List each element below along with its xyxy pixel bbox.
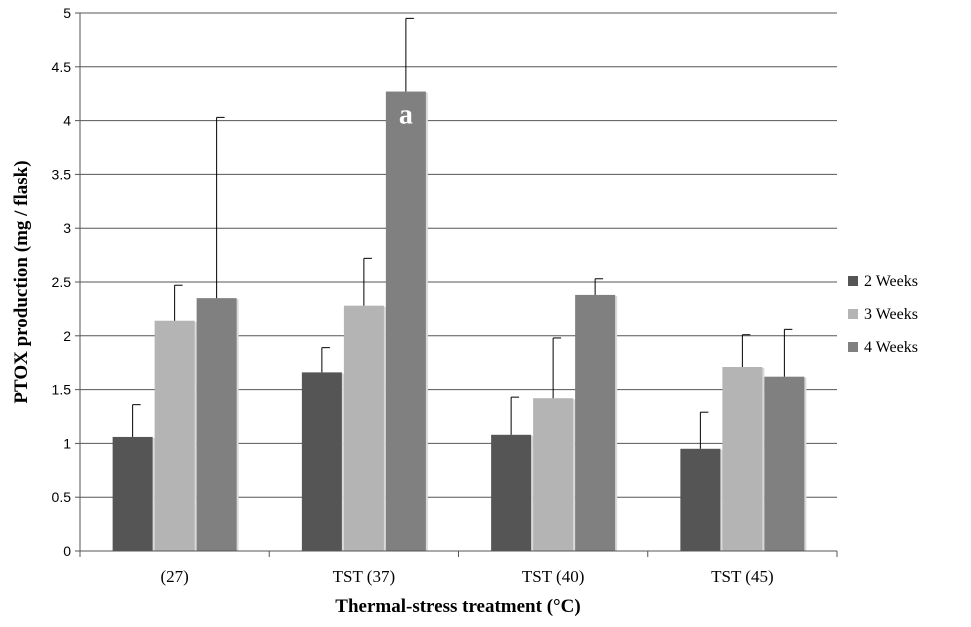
y-tick-label: 5 xyxy=(63,5,71,21)
x-category-label: (27) xyxy=(160,567,188,586)
x-category-labels: (27) TST (37) TST (40) TST (45) xyxy=(160,567,773,586)
bar xyxy=(154,320,195,551)
y-tick-label: 0.5 xyxy=(52,489,72,505)
x-category-label: TST (40) xyxy=(522,567,585,586)
x-category-label: TST (45) xyxy=(711,567,774,586)
bar xyxy=(764,376,805,551)
legend: 2 Weeks 3 Weeks 4 Weeks xyxy=(848,273,918,356)
bar xyxy=(491,434,532,551)
bar xyxy=(343,305,384,551)
y-tick-label: 2 xyxy=(63,328,71,344)
bar xyxy=(575,294,616,551)
bar xyxy=(301,372,342,551)
y-tick-label: 3 xyxy=(63,220,71,236)
bar xyxy=(533,398,574,551)
y-tick-label: 1.5 xyxy=(52,382,72,398)
bar xyxy=(722,367,763,551)
legend-label: 4 Weeks xyxy=(864,339,918,356)
bars xyxy=(112,91,807,551)
annotations: a xyxy=(399,100,413,131)
legend-swatch xyxy=(848,342,858,352)
y-tick-labels: 0 0.5 1 1.5 2 2.5 3 3.5 4 4.5 5 xyxy=(52,5,72,559)
x-axis-title: Thermal-stress treatment (°C) xyxy=(335,596,580,617)
y-tick-label: 4.5 xyxy=(52,59,72,75)
legend-swatch xyxy=(848,309,858,319)
bar xyxy=(385,91,426,551)
bar xyxy=(112,436,153,551)
legend-label: 3 Weeks xyxy=(864,306,918,323)
error-bars xyxy=(132,17,793,449)
bar xyxy=(680,448,721,551)
y-tick-label: 1 xyxy=(63,435,71,451)
legend-label: 2 Weeks xyxy=(864,273,918,290)
significance-annotation: a xyxy=(399,100,413,131)
axes xyxy=(75,12,838,557)
y-tick-label: 4 xyxy=(63,113,71,129)
legend-swatch xyxy=(848,276,858,286)
bar xyxy=(196,298,237,551)
y-tick-label: 3.5 xyxy=(52,166,72,182)
y-tick-label: 2.5 xyxy=(52,274,72,290)
y-axis-title: PTOX production (mg / flask) xyxy=(11,160,32,403)
x-category-label: TST (37) xyxy=(333,567,396,586)
y-tick-label: 0 xyxy=(63,543,71,559)
